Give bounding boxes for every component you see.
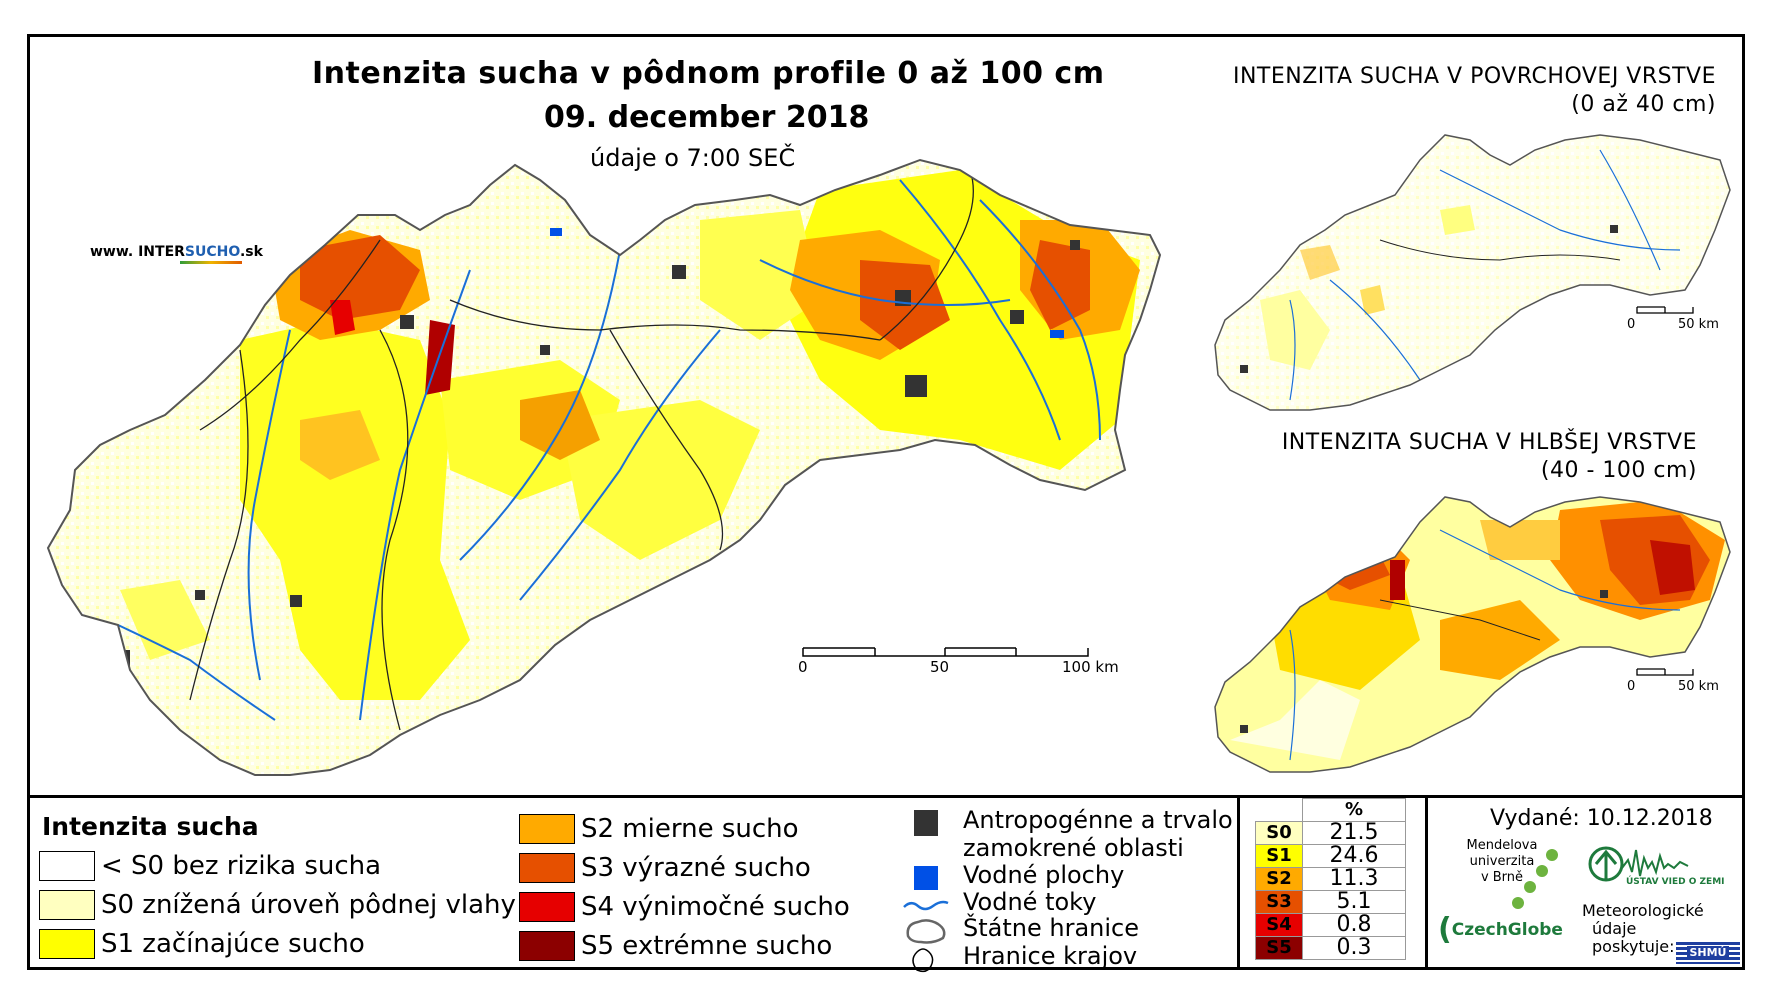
legend-label: < S0 bez rizika sucha: [101, 851, 382, 881]
drought-raster: [48, 160, 1160, 775]
inset-bottom-scale-50: 50 km: [1678, 679, 1719, 694]
inset-top-title: INTENZITA SUCHA V POVRCHOVEJ VRSTVE: [1232, 64, 1716, 89]
legend-divider-left: [1237, 795, 1240, 970]
legend-divider-right: [1425, 795, 1428, 970]
website-prefix: www. INTER: [90, 244, 185, 260]
state-border: [46, 158, 1162, 776]
table-row: S4 0.8: [1255, 913, 1406, 937]
pct-header: %: [1302, 798, 1406, 822]
map-date: 09. december 2018: [544, 100, 870, 135]
legend-symbol-region-border: Hranice krajov: [903, 942, 1137, 976]
website-underline: [180, 261, 242, 264]
map-title: Intenzita sucha v pôdnom profile 0 až 10…: [312, 56, 1105, 91]
institute-name: ÚSTAV VIED O ZEMI: [1626, 877, 1725, 887]
legend-item-s4: S4 výnimočné sucho: [519, 892, 850, 922]
inset-bottom-scale-bar: [1636, 668, 1694, 676]
legend-item-s0: S0 znížená úroveň pôdnej vlahy: [39, 890, 516, 920]
legend-label: S4 výnimočné sucho: [581, 892, 850, 922]
legend-symbol-label: Antropogénne a trvalo zamokrené oblasti: [963, 806, 1233, 862]
legend-panel: Intenzita sucha < S0 bez rizika sucha S0…: [27, 795, 1745, 973]
legend-label: S1 začínajúce sucho: [101, 929, 365, 959]
scale-label-0: 0: [798, 658, 808, 676]
legend-swatch: [519, 931, 575, 961]
shmu-logo: SHMÚ: [1676, 942, 1740, 964]
legend-symbol-state-border: Štátne hranice: [903, 914, 1139, 948]
website-suffix: .sk: [239, 244, 263, 260]
website-highlight: SUCHO: [184, 244, 240, 260]
pct-value-s3: 5.1: [1302, 890, 1406, 914]
region-border-icon: [903, 942, 949, 976]
legend-swatch: [39, 890, 95, 920]
water-body-icon: [903, 861, 949, 895]
legend-swatch: [39, 851, 95, 881]
inset-bottom-title: INTENZITA SUCHA V HLBŠEJ VRSTVE: [1281, 430, 1697, 455]
pct-value-s5: 0.3: [1302, 936, 1406, 960]
table-row: S1 24.6: [1255, 844, 1406, 868]
pct-class-s2: S2: [1255, 867, 1303, 891]
legend-label: S5 extrémne sucho: [581, 931, 833, 961]
pct-class-s5: S5: [1255, 936, 1303, 960]
pct-value-s2: 11.3: [1302, 867, 1406, 891]
pct-value-s4: 0.8: [1302, 913, 1406, 937]
legend-symbol-rivers: Vodné toky: [903, 888, 1096, 922]
river-icon: [903, 888, 949, 922]
website-link[interactable]: www. INTERSUCHO.sk: [90, 244, 263, 264]
pct-header-blank: [1255, 798, 1303, 822]
inset-top-border: [1214, 134, 1731, 411]
legend-swatch: [519, 853, 575, 883]
scale-label-100: 100 km: [1062, 658, 1119, 676]
table-row: S2 11.3: [1255, 867, 1406, 891]
legend-item-s1: S1 začínajúce sucho: [39, 929, 365, 959]
pct-class-s3: S3: [1255, 890, 1303, 914]
inset-bottom-scale-0: 0: [1627, 679, 1636, 694]
anthropogenic-area-icon: [903, 806, 949, 840]
state-border-icon: [903, 914, 949, 948]
legend-swatch: [519, 892, 575, 922]
legend-symbol-water-bodies: Vodné plochy: [903, 861, 1124, 895]
legend-item-below-s0: < S0 bez rizika sucha: [39, 851, 381, 881]
pct-class-s1: S1: [1255, 844, 1303, 868]
inset-top-scale-bar: [1636, 306, 1694, 314]
legend-symbol-label: Štátne hranice: [963, 914, 1139, 942]
pct-value-s1: 24.6: [1302, 844, 1406, 868]
legend-swatch: [519, 814, 575, 844]
inset-bottom-border: [1214, 496, 1731, 773]
inset-top-raster: [1215, 135, 1730, 410]
legend-title: Intenzita sucha: [42, 812, 259, 841]
legend-label: S0 znížená úroveň pôdnej vlahy: [101, 890, 516, 920]
time-note: údaje o 7:00 SEČ: [590, 144, 796, 172]
inset-bottom-raster: [1215, 497, 1730, 772]
meteorological-data-note: Meteorologické údaje poskytuje:: [1582, 901, 1704, 956]
legend-symbol-label: Vodné plochy: [963, 861, 1125, 889]
legend-swatch: [39, 929, 95, 959]
scale-label-50: 50: [930, 658, 950, 676]
pct-class-s4: S4: [1255, 913, 1303, 937]
percent-table: % S0 21.5 S1 24.6 S2 11.3 S3 5.1 S4 0.8 …: [1255, 798, 1406, 960]
mendel-university-logo: Mendelova univerzita v Brně: [1466, 838, 1538, 885]
legend-label: S3 výrazné sucho: [581, 853, 811, 883]
issued-date: Vydané: 10.12.2018: [1490, 806, 1713, 831]
table-row: S3 5.1: [1255, 890, 1406, 914]
pct-value-s0: 21.5: [1302, 821, 1406, 845]
legend-item-s3: S3 výrazné sucho: [519, 853, 811, 883]
table-row: S0 21.5: [1255, 821, 1406, 845]
czechglobe-arc-icon: (: [1438, 912, 1452, 947]
czechglobe-logo: (CzechGlobe: [1438, 912, 1563, 947]
green-dots-icon: [1512, 849, 1558, 909]
legend-symbol-anthropogenic: Antropogénne a trvalo zamokrené oblasti: [903, 806, 1233, 862]
inset-top-subtitle: (0 až 40 cm): [1571, 92, 1716, 117]
legend-label: S2 mierne sucho: [581, 814, 799, 844]
legend-item-s2: S2 mierne sucho: [519, 814, 799, 844]
inset-bottom-subtitle: (40 - 100 cm): [1540, 458, 1697, 483]
legend-item-s5: S5 extrémne sucho: [519, 931, 832, 961]
table-row: S5 0.3: [1255, 936, 1406, 960]
legend-symbol-label: Vodné toky: [963, 888, 1097, 916]
main-scale-bar: [802, 647, 1089, 657]
inset-top-scale-50: 50 km: [1678, 317, 1719, 332]
inset-top-scale-0: 0: [1627, 317, 1636, 332]
pct-class-s0: S0: [1255, 821, 1303, 845]
legend-symbol-label: Hranice krajov: [963, 942, 1138, 970]
earth-science-institute-logo: [1588, 846, 1689, 882]
